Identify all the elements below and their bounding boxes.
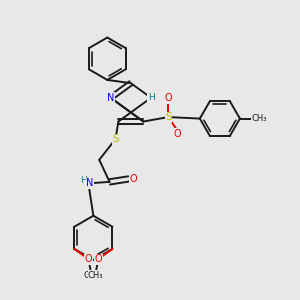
Text: S: S <box>112 134 119 144</box>
Text: S: S <box>165 112 172 122</box>
Text: N: N <box>107 93 114 103</box>
Text: H: H <box>80 176 86 185</box>
Text: H: H <box>148 93 154 102</box>
Text: O: O <box>164 93 172 103</box>
Text: CH₃: CH₃ <box>83 271 99 280</box>
Text: O: O <box>85 254 92 264</box>
Text: O: O <box>173 129 181 139</box>
Text: N: N <box>86 178 94 188</box>
Text: CH₃: CH₃ <box>251 114 267 123</box>
Text: O: O <box>130 174 137 184</box>
Text: O: O <box>94 254 102 264</box>
Text: CH₃: CH₃ <box>88 271 103 280</box>
